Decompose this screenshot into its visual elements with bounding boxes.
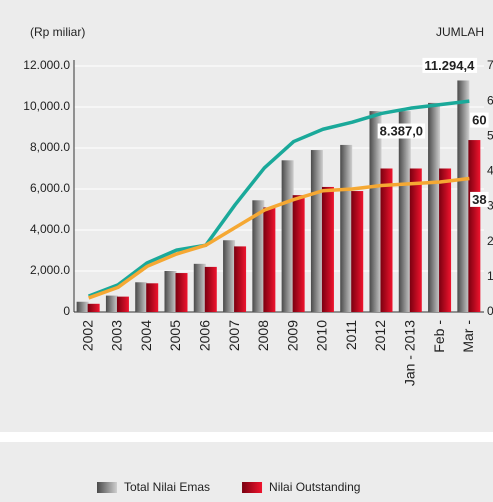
line-series: [88, 99, 470, 298]
bar: [398, 111, 411, 312]
bar: [234, 246, 247, 312]
y-tick-label: 4,000.0: [30, 222, 70, 236]
legend-swatch: [97, 482, 117, 493]
x-tick-label: 2007: [226, 320, 242, 351]
bar: [428, 102, 441, 313]
bar: [263, 207, 276, 312]
bar: [87, 303, 100, 312]
y-axis-label: (Rp miliar): [30, 25, 85, 39]
bar: [223, 240, 236, 312]
x-tick-label: 2003: [109, 320, 125, 351]
bar: [409, 168, 422, 312]
value-label: 38: [472, 192, 486, 207]
legend-swatch: [242, 482, 263, 493]
x-tick-label: Feb -: [431, 320, 447, 353]
y2-tick-label: 3: [487, 199, 493, 213]
y2-tick-label: 4: [487, 164, 493, 178]
y-tick-label: 12.000.0: [23, 58, 70, 72]
bar: [116, 296, 129, 312]
bar: [193, 263, 206, 312]
bar: [369, 111, 382, 312]
x-tick-label: 2006: [196, 320, 212, 351]
value-label: 11.294,4: [424, 58, 475, 73]
bar: [204, 266, 217, 312]
bar: [340, 144, 353, 312]
x-tick-label: 2010: [314, 320, 330, 351]
x-tick-label: 2008: [255, 320, 271, 351]
x-tick-label: 2005: [167, 320, 183, 351]
x-tick-label: 2009: [284, 320, 300, 351]
bar: [321, 186, 334, 312]
legend-label: Nilai Outstanding: [269, 480, 360, 494]
x-tick-label: 2011: [343, 320, 359, 350]
bar: [457, 80, 470, 312]
bar: [310, 150, 323, 312]
y-tick-label: 6,000.0: [30, 181, 70, 195]
bar: [292, 195, 305, 312]
y-tick-label: 2,000.0: [30, 263, 70, 277]
y-tick-label: 8,000.0: [30, 140, 70, 154]
bar: [146, 283, 159, 312]
x-tick-label: 2012: [372, 320, 388, 351]
y2-tick-label: 7: [487, 58, 493, 72]
bar: [175, 273, 188, 312]
bar: [468, 140, 481, 312]
x-tick-label: Mar -: [460, 320, 476, 353]
y2-tick-label: 6: [487, 93, 493, 107]
x-tick-label: 2004: [138, 320, 154, 351]
value-label-background: [422, 57, 478, 73]
bar: [380, 168, 393, 312]
bar: [76, 301, 89, 312]
y2-axis-label: JUMLAH: [436, 25, 484, 39]
value-label-background: [470, 112, 489, 128]
y2-tick-label: 2: [487, 234, 493, 248]
legend-label: Total Nilai Emas: [124, 480, 210, 494]
line-series: [88, 176, 470, 300]
value-label-background: [470, 191, 489, 207]
bar: [351, 191, 364, 312]
bar: [252, 200, 265, 312]
x-tick-label: Jan - 2013: [401, 320, 417, 386]
bar: [439, 168, 452, 312]
y2-tick-label: 0: [487, 304, 493, 318]
y2-tick-label: 1: [487, 269, 493, 283]
bar: [105, 295, 118, 312]
bar: [135, 282, 148, 312]
y-tick-label: 10,000.0: [23, 99, 70, 113]
y-tick-label: 0: [63, 304, 70, 318]
bar: [164, 271, 177, 312]
y2-tick-label: 5: [487, 128, 493, 142]
bar: [281, 160, 294, 312]
x-tick-label: 2002: [79, 320, 95, 351]
value-label: 8.387,0: [380, 124, 423, 139]
value-label: 60: [472, 113, 486, 128]
value-label-background: [377, 123, 426, 139]
